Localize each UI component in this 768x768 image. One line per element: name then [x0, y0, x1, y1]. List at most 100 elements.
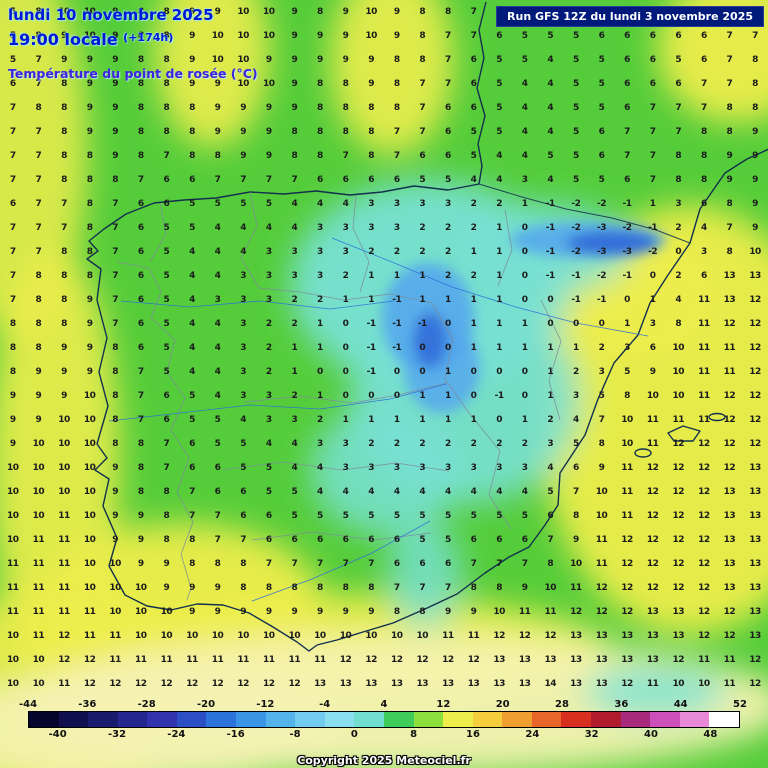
dewpoint-value: 6	[547, 511, 554, 521]
dewpoint-value: 10	[83, 31, 96, 41]
dewpoint-value: 9	[726, 151, 733, 161]
dewpoint-value: -1	[545, 271, 555, 281]
dewpoint-value: 6	[521, 535, 528, 545]
grid-row: 7 7 7 8 7 6 5 5 4 4 4 4 3 3 3 3 2 2 2 1 0 -1 -2 -3 -2 -1 2 4 7 9	[0, 222, 768, 234]
dewpoint-value: 3	[393, 223, 400, 233]
dewpoint-value: 10	[621, 439, 633, 449]
dewpoint-value: 1	[419, 391, 426, 401]
scale-tick-label: 44	[673, 699, 688, 710]
dewpoint-value: 11	[698, 295, 710, 305]
dewpoint-value: 8	[35, 103, 42, 113]
dewpoint-value: -1	[417, 319, 427, 329]
dewpoint-value: 9	[342, 7, 349, 17]
scale-segment	[472, 712, 503, 727]
dewpoint-value: 8	[61, 175, 67, 185]
dewpoint-value: 8	[291, 151, 298, 161]
dewpoint-value: 11	[83, 607, 96, 617]
dewpoint-value: 6	[649, 79, 656, 89]
dewpoint-value: 9	[86, 343, 93, 353]
dewpoint-value: 9	[393, 7, 400, 17]
dewpoint-value: 12	[467, 655, 480, 665]
dewpoint-value: 12	[646, 511, 659, 521]
dewpoint-value: 8	[163, 127, 170, 137]
dewpoint-value: 1	[572, 343, 579, 353]
dewpoint-value: 10	[83, 511, 96, 521]
dewpoint-value: 13	[595, 679, 608, 689]
dewpoint-value: 4	[214, 247, 221, 257]
dewpoint-value: 13	[493, 655, 505, 665]
dewpoint-value: 5	[547, 31, 554, 41]
dewpoint-value: 13	[749, 535, 761, 545]
dewpoint-value: 10	[237, 7, 249, 17]
dewpoint-value: 5	[598, 391, 605, 401]
dewpoint-value: 9	[240, 607, 247, 617]
dewpoint-value: 3	[214, 295, 221, 305]
dewpoint-value: 6	[137, 295, 144, 305]
dewpoint-value: 10	[32, 463, 45, 473]
dewpoint-value: 4	[547, 55, 554, 65]
dewpoint-value: 1	[317, 343, 323, 353]
dewpoint-value: 3	[496, 463, 502, 473]
scale-segment	[443, 712, 473, 727]
dewpoint-value: 10	[7, 679, 19, 689]
dewpoint-value: 8	[496, 583, 502, 593]
dewpoint-value: 6	[496, 535, 502, 545]
dewpoint-value: 4	[214, 223, 221, 233]
dewpoint-value: 4	[291, 463, 298, 473]
dewpoint-value: 6	[189, 175, 195, 185]
dewpoint-value: 5	[265, 199, 272, 209]
dewpoint-value: 5	[214, 439, 221, 449]
dewpoint-value: 7	[112, 199, 119, 209]
dewpoint-value: 10	[135, 583, 147, 593]
dewpoint-value: 12	[442, 655, 454, 665]
dewpoint-value: 0	[598, 319, 605, 329]
scale-tick-label: -28	[137, 699, 156, 710]
dewpoint-value: 11	[698, 367, 710, 377]
dewpoint-value: 12	[339, 655, 352, 665]
dewpoint-value: 9	[368, 55, 374, 65]
grid-row: 11 11 11 10 10 9 9 8 8 8 7 7 7 7 7 6 6 6 7 7 7 8 10 11 12 12 12 12 1…	[0, 558, 768, 570]
dewpoint-value: 13	[749, 271, 761, 281]
portugal-border	[116, 261, 194, 601]
dewpoint-value: 5	[496, 511, 502, 521]
dewpoint-value: 9	[291, 55, 298, 65]
dewpoint-value: 5	[445, 535, 451, 545]
dewpoint-value: 7	[112, 247, 119, 257]
dewpoint-value: 9	[317, 607, 323, 617]
dewpoint-value: 8	[112, 439, 119, 449]
dewpoint-value: 8	[137, 439, 144, 449]
grid-row: 9 9 10 10 8 7 6 5 5 4 3 3 2 1 1 1 1 1 1 0 1 2 4 7 10 11 11 11 12 12	[0, 414, 768, 426]
dewpoint-value: 2	[393, 439, 400, 449]
dewpoint-value: -1	[648, 223, 658, 233]
dewpoint-value: 3	[572, 391, 579, 401]
scale-tick-label: -24	[167, 729, 186, 740]
dewpoint-value: 7	[624, 127, 630, 137]
dewpoint-value: 1	[317, 319, 323, 329]
dewpoint-value: 1	[342, 295, 349, 305]
dewpoint-value: 9	[240, 103, 247, 113]
dewpoint-value: 5	[240, 199, 247, 209]
region-border	[352, 194, 370, 293]
dewpoint-value: 10	[58, 439, 70, 449]
dewpoint-value: 4	[265, 223, 272, 233]
dewpoint-value: 10	[672, 367, 684, 377]
dewpoint-value: 13	[314, 679, 326, 689]
dewpoint-value: -1	[366, 367, 376, 377]
dewpoint-value: 8	[445, 7, 451, 17]
dewpoint-value: 8	[61, 271, 67, 281]
dewpoint-value: 13	[723, 583, 736, 593]
dewpoint-value: 13	[544, 655, 557, 665]
scale-segment	[176, 712, 207, 727]
dewpoint-value: 7	[393, 127, 400, 137]
dewpoint-value: 7	[649, 175, 656, 185]
dewpoint-value: 9	[470, 607, 477, 617]
dewpoint-value: 10	[544, 583, 557, 593]
dewpoint-value: 13	[723, 295, 736, 305]
iberia-coastline	[86, 1, 768, 652]
dewpoint-value: 12	[749, 655, 761, 665]
dewpoint-value: 12	[698, 631, 710, 641]
dewpoint-value: 12	[621, 535, 633, 545]
dewpoint-value: 2	[445, 247, 451, 257]
dewpoint-value: 7	[726, 79, 733, 89]
